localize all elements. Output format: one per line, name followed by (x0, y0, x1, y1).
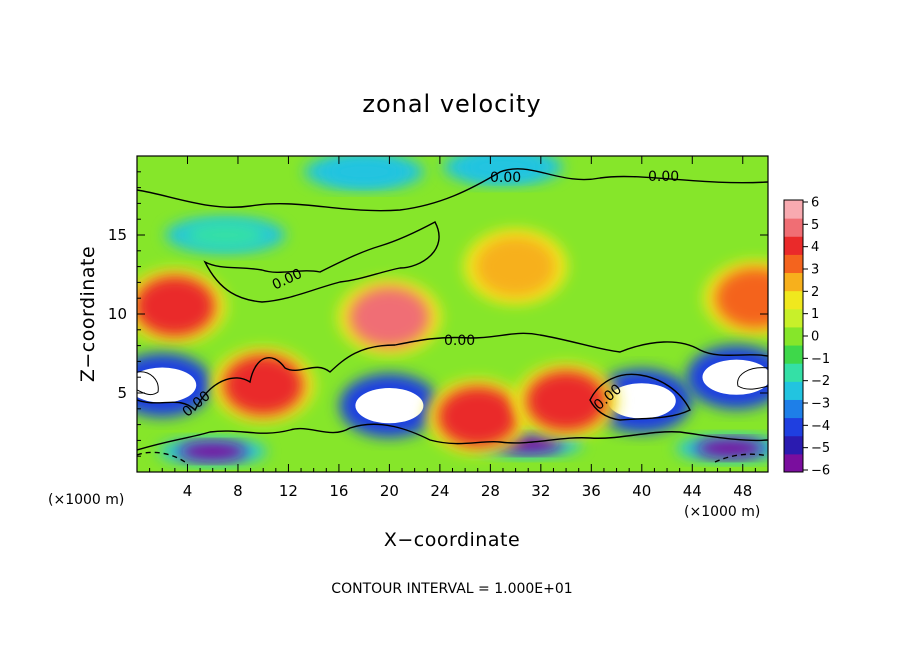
zero-contour-left (203, 221, 440, 303)
contour-label: 0.00 (648, 169, 679, 185)
x-tick-label: 20 (380, 482, 399, 500)
colorbar-swatch (784, 363, 803, 382)
contour-interval-note: CONTOUR INTERVAL = 1.000E+01 (331, 581, 572, 597)
velocity-feature (165, 217, 286, 253)
x-axis-unit-right: (×1000 m) (684, 504, 760, 520)
x-tick-label: 24 (430, 482, 449, 500)
colorbar-swatch (784, 272, 803, 292)
velocity-feature (339, 373, 440, 438)
x-tick-label: 48 (733, 482, 752, 500)
velocity-feature (137, 353, 213, 418)
colorbar-swatch (784, 417, 803, 437)
x-axis-ticks (149, 156, 756, 472)
colorbar-tick-label: 6 (811, 196, 819, 211)
x-tick-label: 36 (582, 482, 601, 500)
colorbar-swatch (784, 345, 803, 364)
colorbar-swatch (784, 381, 803, 400)
zero-contour-right (589, 373, 691, 421)
velocity-feature (514, 362, 619, 439)
y-axis-tick-labels: 5 10 15 (108, 226, 127, 402)
colorbar-swatch (784, 254, 803, 274)
x-tick-label: 28 (481, 482, 500, 500)
colorbar-tick-label: 4 (811, 240, 819, 255)
zero-contour-mid (137, 332, 768, 412)
colorbar-swatch (784, 218, 803, 237)
colorbar-tick-label: 2 (811, 285, 819, 300)
colorbar-swatch (784, 236, 803, 255)
velocity-feature (686, 345, 768, 410)
x-tick-label: 44 (683, 482, 702, 500)
negative-contour-left (137, 371, 159, 396)
colorbar-tick-label: −5 (811, 441, 830, 456)
contour-label: 0.00 (490, 170, 521, 186)
velocity-feature (425, 378, 530, 455)
velocity-feature (703, 260, 768, 337)
velocity-feature (304, 156, 425, 190)
y-axis-ticks (137, 171, 768, 457)
colorbar-swatch (784, 435, 803, 455)
x-tick-label: 32 (531, 482, 550, 500)
negative-contour-right (737, 367, 768, 390)
zero-contour-top (137, 168, 768, 212)
colorbar-tick-label: −3 (811, 397, 830, 412)
colorbar-swatch (784, 290, 803, 310)
colorbar-swatch (784, 326, 803, 346)
velocity-feature (463, 228, 568, 305)
colorbar-tick-label: −4 (811, 419, 830, 434)
x-tick-label: 40 (632, 482, 651, 500)
y-tick-label: 10 (108, 305, 127, 323)
y-tick-label: 15 (108, 226, 127, 244)
contour-lines (137, 168, 768, 463)
dashed-contour-left (137, 451, 186, 463)
velocity-feature (158, 438, 267, 465)
colorbar-swatch (784, 399, 803, 419)
colorbar-tick-labels: 6 5 4 3 2 1 0 −1 −2 −3 −4 −5 −6 (803, 196, 830, 479)
y-tick-label: 5 (117, 384, 127, 402)
colorbar-tick-label: 5 (811, 218, 819, 233)
colorbar-tick-label: −2 (811, 374, 830, 389)
x-axis-unit-left: (×1000 m) (48, 492, 124, 508)
colorbar-tick-label: 3 (811, 263, 819, 278)
contour-label: 0.00 (444, 333, 475, 349)
dashed-contour-right (714, 453, 768, 463)
x-tick-label: 8 (233, 482, 243, 500)
colorbar-tick-label: −1 (811, 352, 830, 367)
colorbar-tick-label: 1 (811, 307, 819, 322)
x-axis-label: X−coordinate (384, 529, 520, 551)
y-axis-label: Z−coordinate (77, 246, 99, 382)
colorbar-swatch (784, 200, 803, 219)
colorbar-tick-label: −6 (811, 464, 830, 479)
x-tick-label: 4 (183, 482, 193, 500)
colorbar-swatch (784, 308, 803, 328)
x-axis-tick-labels: 4 8 12 16 20 24 28 32 36 40 44 48 (183, 482, 753, 500)
x-tick-label: 16 (329, 482, 348, 500)
velocity-feature (337, 279, 442, 356)
x-tick-label: 12 (279, 482, 298, 500)
colorbar-tick-label: 0 (811, 330, 819, 345)
chart-title: zonal velocity (362, 90, 541, 118)
colorbar-swatches (784, 200, 803, 473)
plot-area: 0.00 0.00 0.00 0.00 0.00 0.00 (136, 155, 769, 473)
colorbar-swatch (784, 453, 803, 473)
velocity-feature (211, 347, 316, 424)
zero-contour-low (137, 423, 768, 451)
velocity-feature (137, 268, 227, 345)
colorbar: 6 5 4 3 2 1 0 −1 −2 −3 −4 −5 −6 (783, 196, 830, 479)
